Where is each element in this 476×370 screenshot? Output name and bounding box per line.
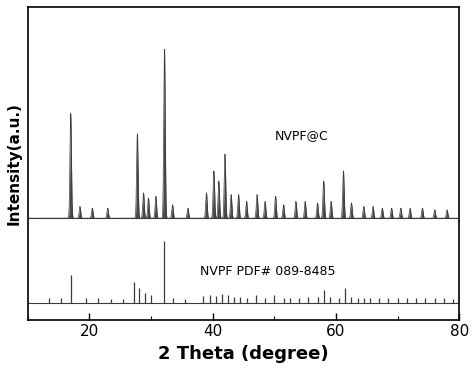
Text: NVPF@C: NVPF@C [274, 130, 328, 142]
Y-axis label: Intensity(a.u.): Intensity(a.u.) [7, 102, 22, 225]
Text: NVPF PDF# 089-8485: NVPF PDF# 089-8485 [200, 265, 336, 278]
X-axis label: 2 Theta (degree): 2 Theta (degree) [158, 345, 329, 363]
